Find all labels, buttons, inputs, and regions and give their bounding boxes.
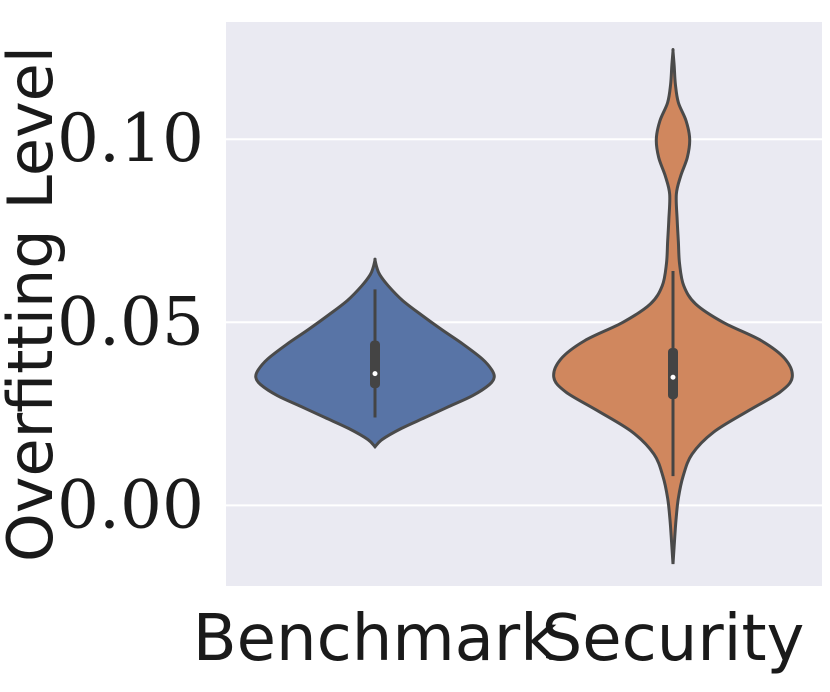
median-dot-benchmark [372, 371, 378, 377]
y-tick-label: 0.00 [57, 466, 204, 543]
iqr-box-benchmark [370, 340, 380, 389]
violins [254, 47, 794, 565]
plot-area [226, 22, 822, 586]
y-tick-label: 0.05 [57, 283, 204, 360]
iqr-box-security [668, 347, 678, 400]
y-tick-labels: 0.00 0.05 0.10 [57, 100, 204, 543]
x-category-label: Benchmark [193, 602, 558, 676]
x-category-label: Security [542, 602, 805, 676]
y-axis-title: Overfitting Level [0, 46, 67, 562]
median-dot-security [670, 374, 676, 380]
y-tick-label: 0.10 [57, 100, 204, 177]
